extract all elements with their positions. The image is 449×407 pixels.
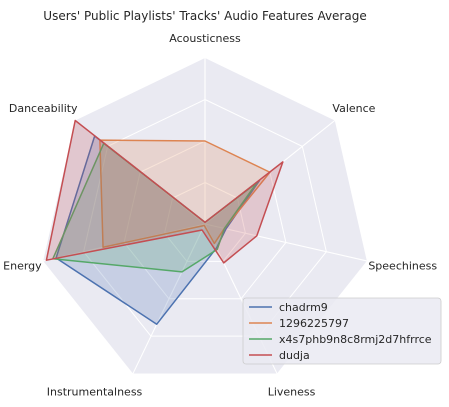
grid-ring-1	[163, 181, 247, 262]
legend-label-1: chadrm9	[279, 301, 328, 314]
axis-label-1: Acousticness	[169, 32, 241, 45]
series-area-1	[55, 135, 261, 325]
legend-label-4: dudja	[279, 349, 310, 362]
axis-label-2: Valence	[332, 102, 375, 115]
chart-title: Users' Public Playlists' Tracks' Audio F…	[43, 9, 366, 23]
axis-label-5: Instrumentalness	[47, 386, 143, 399]
axis-spoke-5	[132, 223, 206, 374]
legend-label-3: x4s7phb9n8c8rmj2d7hfrrce	[279, 333, 432, 346]
axis-label-6: Energy	[3, 259, 42, 272]
series-area-4	[45, 119, 284, 264]
legend-box	[242, 297, 442, 365]
grid-ring-3	[83, 98, 327, 337]
legend-label-2: 1296225797	[279, 317, 349, 330]
axis-spoke-3	[204, 223, 367, 262]
radar-series	[45, 119, 284, 325]
series-area-3	[52, 142, 258, 273]
legend: chadrm9 1296225797 x4s7phb9n8c8rmj2d7hfrrc…	[242, 297, 442, 365]
axis-label-4: Liveness	[268, 386, 316, 399]
axis-labels: Acousticness Valence Speechiness Liveness In…	[3, 32, 437, 399]
axis-label-7: Danceability	[9, 102, 78, 115]
grid-ring-2	[123, 140, 287, 300]
axis-label-3: Speechiness	[368, 259, 437, 272]
series-area-2	[99, 139, 271, 249]
